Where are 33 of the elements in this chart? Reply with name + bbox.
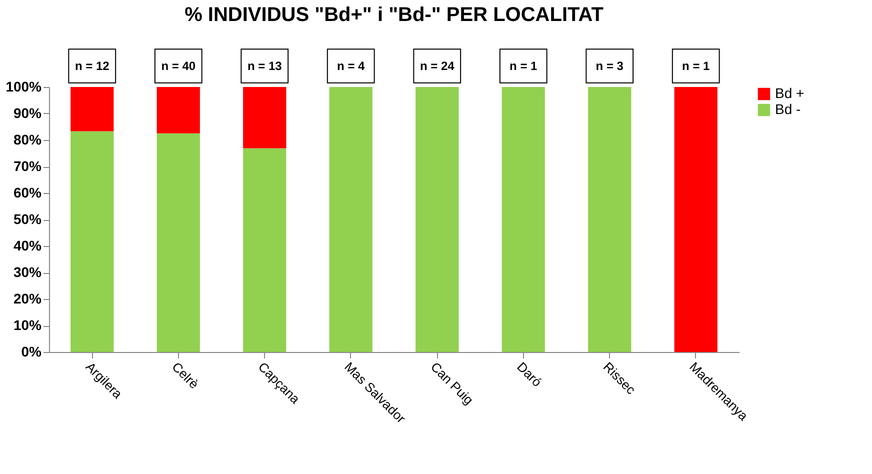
chart-title: % INDIVIDUS "Bd+" i "Bd-" PER LOCALITAT (184, 4, 604, 26)
y-tick-label: 100% (6, 78, 42, 94)
y-tick-label: 50% (13, 211, 42, 227)
y-tick-label: 60% (13, 184, 42, 200)
annotation: n = 24 (420, 59, 455, 73)
y-tick-label: 40% (13, 238, 42, 254)
bar (70, 131, 114, 352)
y-tick-label: 70% (13, 158, 42, 174)
annotation: n = 3 (596, 59, 624, 73)
bar (329, 87, 372, 352)
bar (502, 87, 545, 352)
y-tick-label: 90% (13, 105, 42, 121)
annotation: n = 1 (682, 59, 710, 73)
y-tick-label: 30% (13, 264, 42, 280)
bar (156, 133, 200, 352)
annotation: n = 13 (247, 59, 282, 73)
legend-label: Bd + (775, 85, 804, 101)
y-tick-label: 80% (13, 132, 42, 148)
y-tick-label: 10% (13, 317, 42, 333)
y-tick-label: 0% (21, 344, 42, 360)
bar (674, 87, 718, 352)
legend-label: Bd - (775, 101, 802, 117)
bar (243, 87, 286, 148)
annotation: n = 4 (337, 59, 366, 73)
bar (70, 87, 114, 132)
bar (156, 87, 200, 134)
annotation: n = 1 (510, 59, 538, 73)
y-tick-label: 20% (13, 290, 42, 306)
bar (588, 87, 632, 352)
bar (243, 148, 286, 352)
annotation: n = 40 (161, 59, 196, 73)
annotation: n = 12 (74, 59, 110, 73)
bar (416, 87, 459, 352)
